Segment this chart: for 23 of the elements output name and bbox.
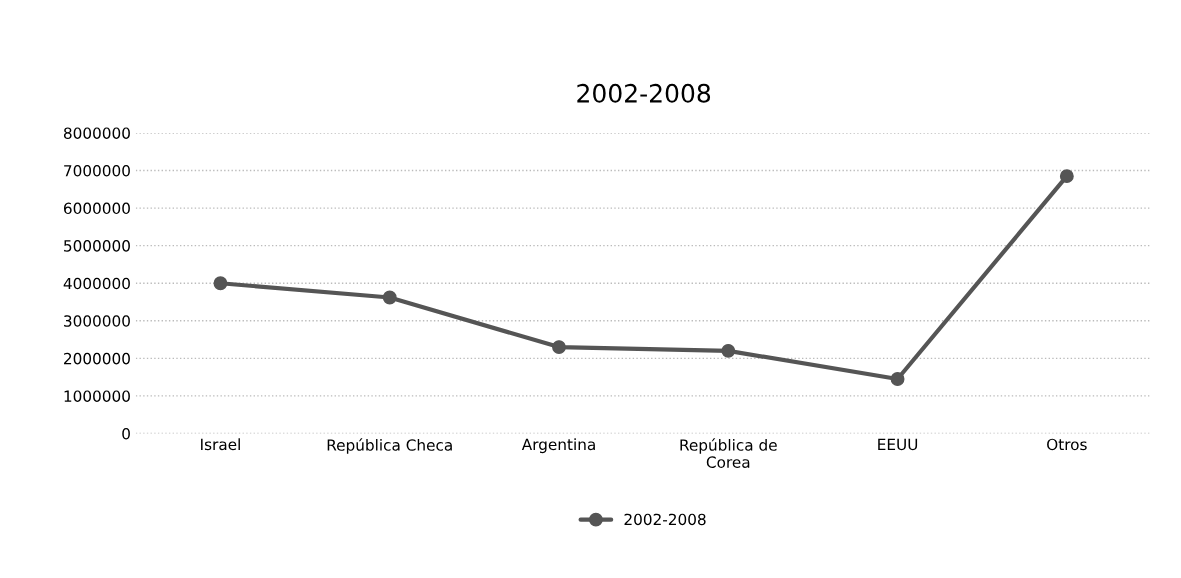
y-tick-label: 2000000 bbox=[64, 352, 130, 365]
x-tick-label: EEUU bbox=[878, 438, 918, 451]
y-tick-label: 5000000 bbox=[64, 240, 130, 252]
x-tick-label: Argentina bbox=[521, 438, 595, 454]
point bbox=[213, 276, 228, 291]
y-tick-label: 7000000 bbox=[64, 164, 130, 177]
y-tick-label: 1000000 bbox=[64, 390, 130, 402]
x-tick-label: Israel bbox=[201, 438, 240, 451]
legend-label: 2002-2008 bbox=[624, 513, 706, 526]
chart-title: 2002-2008 bbox=[577, 83, 711, 103]
y-tick-label: 4000000 bbox=[63, 277, 130, 290]
y-tick-label: 0 bbox=[122, 427, 130, 440]
x-tick-label: Otros bbox=[1047, 438, 1087, 451]
point bbox=[721, 343, 736, 358]
x-tick-label: República de Corea bbox=[680, 438, 777, 468]
point bbox=[1059, 169, 1074, 184]
point bbox=[890, 372, 905, 386]
y-tick-label: 8000000 bbox=[63, 127, 130, 139]
y-tick-label: 3000000 bbox=[64, 315, 130, 327]
point bbox=[382, 290, 397, 305]
y-tick-label: 6000000 bbox=[63, 202, 130, 215]
x-tick-label: República Checa bbox=[327, 438, 452, 454]
point bbox=[552, 340, 566, 355]
